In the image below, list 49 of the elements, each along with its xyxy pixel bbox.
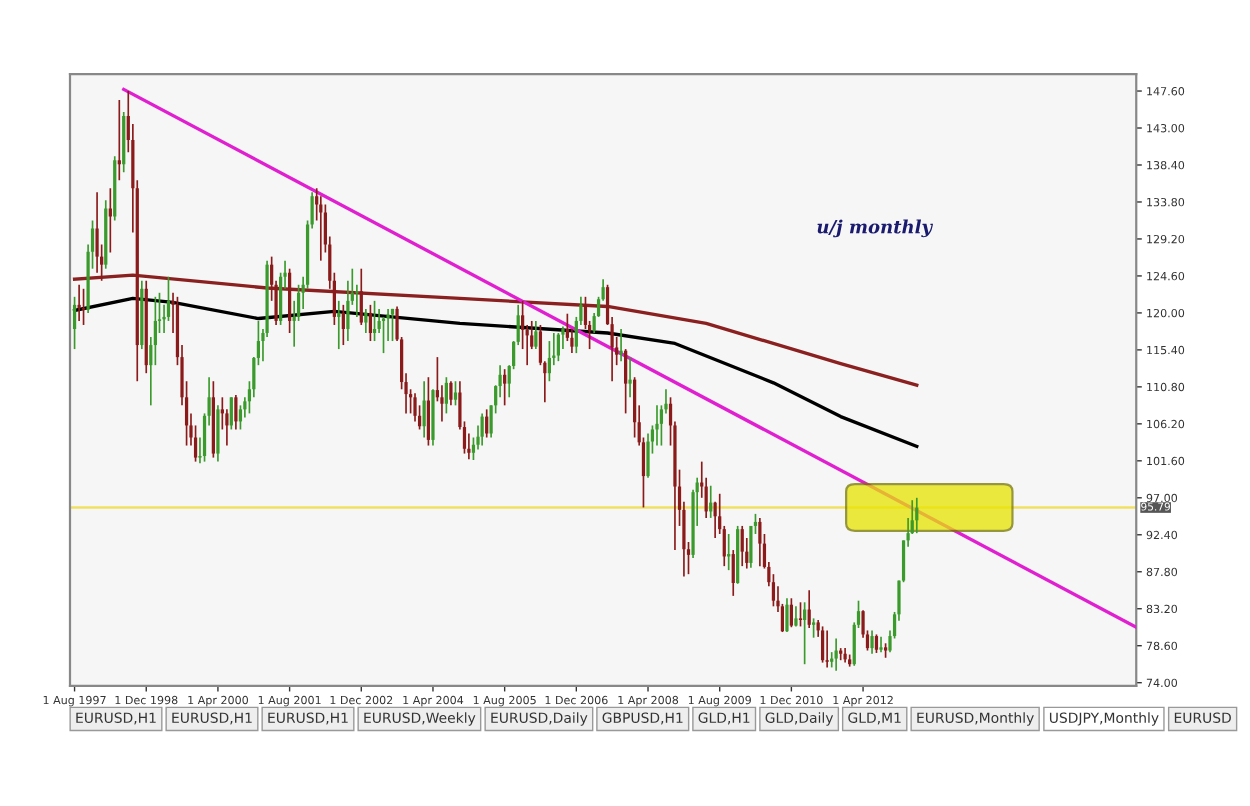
candlestick: [422, 380, 426, 439]
candlestick: [426, 376, 431, 447]
candlestick: [238, 404, 243, 431]
candlestick: [547, 340, 552, 383]
candlestick: [534, 320, 538, 350]
candlestick: [453, 380, 458, 407]
candlestick: [785, 597, 789, 633]
candlestick: [413, 392, 417, 423]
candlestick: [633, 376, 637, 439]
candlestick: [789, 597, 793, 629]
candlestick: [480, 412, 484, 447]
candlestick: [444, 376, 448, 415]
candlestick: [879, 636, 883, 653]
candlestick: [825, 629, 829, 669]
candlestick: [341, 304, 345, 346]
candlestick: [216, 404, 220, 463]
candlestick: [364, 308, 368, 334]
candlestick: [740, 525, 744, 567]
candlestick: [820, 625, 825, 664]
candlestick: [811, 617, 816, 639]
candlestick: [319, 195, 323, 262]
candlestick: [503, 368, 507, 407]
candlestick: [619, 328, 623, 362]
candlestick: [624, 348, 628, 415]
candlestick: [839, 647, 843, 662]
candlestick: [758, 517, 762, 567]
candlestick: [337, 300, 341, 350]
annotation: u/j monthly: [817, 219, 934, 238]
candlestick: [731, 549, 735, 597]
candlestick: [834, 637, 838, 672]
candlestick: [628, 356, 632, 399]
candlestick: [72, 295, 77, 350]
candlestick: [556, 332, 560, 362]
candlestick: [229, 396, 233, 431]
candlestick: [81, 287, 86, 326]
candlestick: [655, 404, 659, 447]
candlestick: [807, 589, 811, 629]
candlestick: [874, 633, 879, 654]
candlestick: [449, 380, 453, 407]
candlestick: [368, 304, 373, 342]
candlestick: [646, 432, 650, 479]
candlestick: [117, 99, 121, 182]
candlestick: [372, 300, 377, 342]
candlestick: [234, 394, 238, 431]
candlestick: [798, 601, 803, 628]
candlestick: [870, 629, 874, 655]
candlestick: [108, 187, 112, 254]
candlestick: [390, 308, 395, 342]
candlestick: [77, 283, 81, 322]
